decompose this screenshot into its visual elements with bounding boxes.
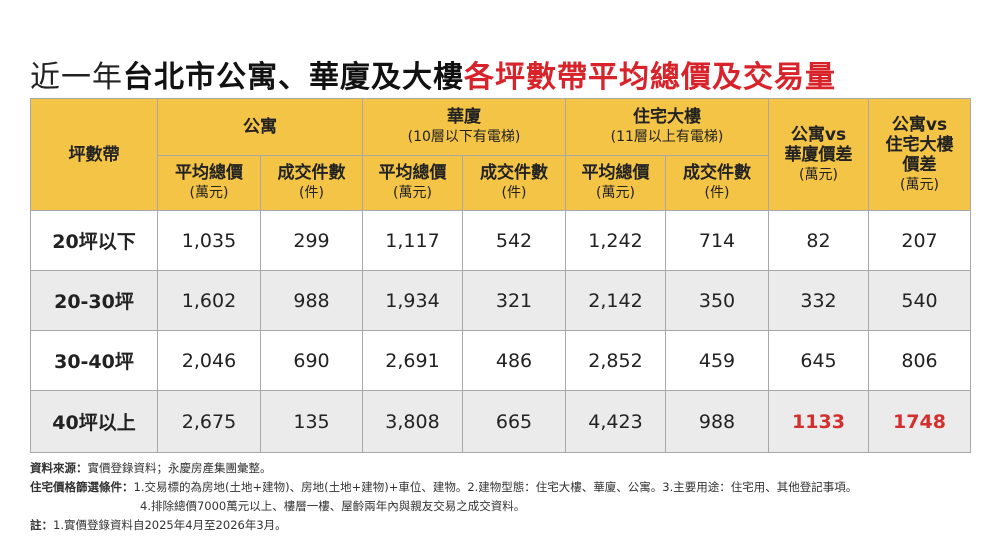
note-text: 1.實價登錄資料自2025年4月至2026年3月。 (53, 518, 287, 532)
cell: 2,675 (157, 390, 261, 453)
row-header: 30-40坪 (30, 330, 158, 391)
row-header: 20坪以下 (30, 210, 158, 271)
cell: 1133 (768, 390, 869, 453)
diff-unit: (萬元) (799, 166, 838, 183)
group-note: (11層以上有電梯) (610, 129, 724, 145)
cell: 4,423 (565, 390, 666, 453)
cell: 1748 (868, 390, 971, 453)
group-name: 華廈 (447, 107, 481, 127)
header-row: 平均總價 (萬元) 成交件數 (件) 平均總價 (萬元) 成交件數 (件) 平均總價 (萬元) 成交… (31, 155, 971, 211)
group-header: 公寓 (157, 98, 363, 156)
sub-unit: (件) (704, 185, 730, 201)
sub-header: 平均總價 (萬元) (157, 155, 261, 211)
header-row: 坪數帶 公寓 華廈 (10層以下有電梯) 住宅大樓 (11層以上有電梯) 公寓vs 華廈價差(… (30, 98, 971, 211)
cell: 1,934 (362, 270, 463, 331)
cell: 82 (768, 210, 869, 271)
group-header: 住宅大樓 (11層以上有電梯) (565, 98, 769, 156)
sub-unit: (件) (501, 185, 527, 201)
diff-line: 公寓vs (891, 114, 948, 135)
cell: 332 (768, 270, 869, 331)
title-red: 各坪數帶平均總價及交易量 (464, 60, 836, 95)
cell: 2,691 (362, 330, 463, 391)
cell: 1,117 (362, 210, 463, 271)
notes: 資料來源：實價登錄資料；永慶房產集團彙整。 住宅價格篩選條件：1.交易標的為房地(… (30, 459, 857, 535)
cell: 3,808 (362, 390, 463, 453)
data-row: 20-30坪 1,602 988 1,934 321 2,142 350 332 540 (30, 270, 971, 331)
data-row: 20坪以下 1,035 299 1,117 542 1,242 714 82 207 (30, 210, 971, 271)
sub-header: 平均總價 (萬元) (362, 155, 463, 211)
cell: 690 (260, 330, 363, 391)
diff-unit: (萬元) (900, 176, 939, 193)
cell: 645 (768, 330, 869, 391)
diff-line: 華廈價差 (784, 144, 853, 165)
sub-header: 平均總價 (萬元) (565, 155, 666, 211)
cell: 2,142 (565, 270, 666, 331)
cell: 321 (462, 270, 566, 331)
cell: 2,852 (565, 330, 666, 391)
sub-header: 成交件數 (件) (260, 155, 363, 211)
sub-header: 成交件數 (件) (462, 155, 566, 211)
sub-unit: (萬元) (393, 185, 432, 201)
cell: 486 (462, 330, 566, 391)
title: 近一年台北市公寓、華廈及大樓各坪數帶平均總價及交易量 (30, 52, 836, 96)
sub-name: 成交件數 (277, 163, 346, 183)
diff-header: 公寓vs 華廈價差 (萬元) (768, 98, 869, 211)
sub-unit: (萬元) (596, 185, 635, 201)
diff-line: 公寓vs (790, 124, 847, 145)
cell: 806 (868, 330, 971, 391)
cell: 665 (462, 390, 566, 453)
corner-header: 坪數帶 (30, 98, 158, 211)
cell: 207 (868, 210, 971, 271)
cell: 540 (868, 270, 971, 331)
note-label: 註： (30, 518, 53, 532)
cell: 299 (260, 210, 363, 271)
sub-name: 平均總價 (175, 163, 243, 183)
cell: 1,602 (157, 270, 261, 331)
row-header: 40坪以上 (30, 390, 158, 453)
data-row: 30-40坪 2,046 690 2,691 486 2,852 459 645 806 (30, 330, 971, 391)
note: 住宅價格篩選條件：1.交易標的為房地(土地+建物)、房地(土地+建物)+車位、建… (30, 478, 857, 497)
note-label: 住宅價格篩選條件： (30, 480, 134, 494)
diff-header: 公寓vs 住宅大樓 價差 (萬元) (868, 98, 971, 211)
note-text: 實價登錄資料；永慶房產集團彙整。 (87, 461, 272, 475)
cell: 988 (665, 390, 769, 453)
note-label: 資料來源： (30, 461, 88, 475)
title-light: 近一年 (30, 60, 123, 95)
sub-header: 成交件數 (件) (665, 155, 769, 211)
cell: 714 (665, 210, 769, 271)
table: 坪數帶 公寓 華廈 (10層以下有電梯) 住宅大樓 (11層以上有電梯) 公寓vs 華廈價差(… (30, 98, 971, 453)
sub-name: 成交件數 (683, 163, 751, 183)
cell: 1,242 (565, 210, 666, 271)
note: 註：1.實價登錄資料自2025年4月至2026年3月。 (30, 516, 857, 535)
diff-line: 住宅大樓 (885, 134, 954, 155)
cell: 542 (462, 210, 566, 271)
data-row: 40坪以上 2,675 135 3,808 665 4,423 988 1133 1748 (30, 390, 971, 453)
note-text: 4.排除總價7000萬元以上、樓層一樓、屋齡兩年內與親友交易之成交資料。 (140, 499, 526, 513)
cell: 350 (665, 270, 769, 331)
diff-line: 價差 (902, 154, 937, 175)
group-name: 公寓 (243, 117, 277, 137)
cell: 135 (260, 390, 363, 453)
cell: 1,035 (157, 210, 261, 271)
sub-name: 平均總價 (581, 163, 650, 183)
sub-unit: (件) (299, 185, 324, 201)
group-name: 住宅大樓 (633, 107, 701, 127)
note: 資料來源：實價登錄資料；永慶房產集團彙整。 (30, 459, 857, 478)
cell: 2,046 (157, 330, 261, 391)
sub-unit: (萬元) (189, 185, 229, 201)
row-header: 20-30坪 (30, 270, 158, 331)
group-header: 華廈 (10層以下有電梯) (362, 98, 566, 156)
title-dark: 台北市公寓、華廈及大樓 (123, 60, 464, 95)
sub-name: 平均總價 (378, 163, 447, 183)
group-note: (10層以下有電梯) (407, 129, 521, 145)
cell: 459 (665, 330, 769, 391)
sub-name: 成交件數 (480, 163, 548, 183)
note-text: 1.交易標的為房地(土地+建物)、房地(土地+建物)+車位、建物。2.建物型態：… (133, 480, 858, 494)
cell: 988 (260, 270, 363, 331)
note: 4.排除總價7000萬元以上、樓層一樓、屋齡兩年內與親友交易之成交資料。 (30, 497, 857, 516)
